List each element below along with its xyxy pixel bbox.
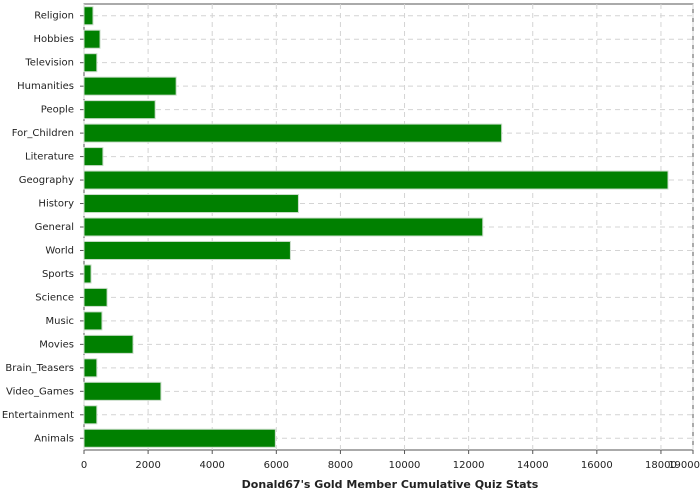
bar xyxy=(83,123,503,143)
y-tick-label: Humanities xyxy=(17,81,74,92)
y-tick-label: History xyxy=(38,199,74,210)
y-tick-label: Sports xyxy=(42,269,74,280)
x-tick-label: 12000 xyxy=(453,460,485,471)
bar xyxy=(83,100,156,120)
bar xyxy=(83,381,162,401)
y-tick-label: Literature xyxy=(25,152,74,163)
y-tick-label: For_Children xyxy=(12,128,74,139)
bar xyxy=(83,334,134,354)
y-tick-label: Science xyxy=(35,292,74,303)
x-tick-label: 6000 xyxy=(264,460,289,471)
y-tick-label: Brain_Teasers xyxy=(5,363,74,374)
y-tick-label: Religion xyxy=(34,11,74,22)
x-tick-label: 2000 xyxy=(135,460,160,471)
bar xyxy=(83,311,103,331)
y-tick-label: Hobbies xyxy=(34,34,74,45)
y-tick-label: Television xyxy=(24,58,74,69)
y-tick-label: Geography xyxy=(19,175,74,186)
y-tick-label: General xyxy=(35,222,74,233)
y-tick-label: Animals xyxy=(34,433,74,444)
bar xyxy=(83,6,94,26)
bar xyxy=(83,147,104,167)
x-tick-label: 4000 xyxy=(199,460,224,471)
bar xyxy=(83,287,108,307)
x-tick-label: 18000 xyxy=(645,460,677,471)
bar xyxy=(83,358,98,378)
x-tick-label: 19000 xyxy=(668,460,700,471)
bar xyxy=(83,29,101,49)
bar xyxy=(83,240,291,260)
x-tick-label: 10000 xyxy=(389,460,421,471)
y-tick-label: Movies xyxy=(39,339,74,350)
bar xyxy=(83,217,484,237)
y-tick-label: Video_Games xyxy=(6,386,74,397)
bar xyxy=(83,194,299,214)
bar xyxy=(83,428,276,448)
chart-title: Donald67's Gold Member Cumulative Quiz S… xyxy=(242,478,539,491)
bar xyxy=(83,76,177,96)
y-tick-label: World xyxy=(45,245,74,256)
x-tick-label: 16000 xyxy=(581,460,613,471)
x-tick-label: 0 xyxy=(81,460,87,471)
bar xyxy=(83,53,98,73)
y-tick-label: Music xyxy=(46,316,74,327)
bar xyxy=(83,170,669,190)
bar xyxy=(83,264,92,284)
y-tick-label: People xyxy=(41,105,74,116)
x-tick-label: 14000 xyxy=(517,460,549,471)
bar xyxy=(83,405,98,425)
y-tick-label: Entertainment xyxy=(2,410,74,421)
x-tick-label: 8000 xyxy=(328,460,353,471)
